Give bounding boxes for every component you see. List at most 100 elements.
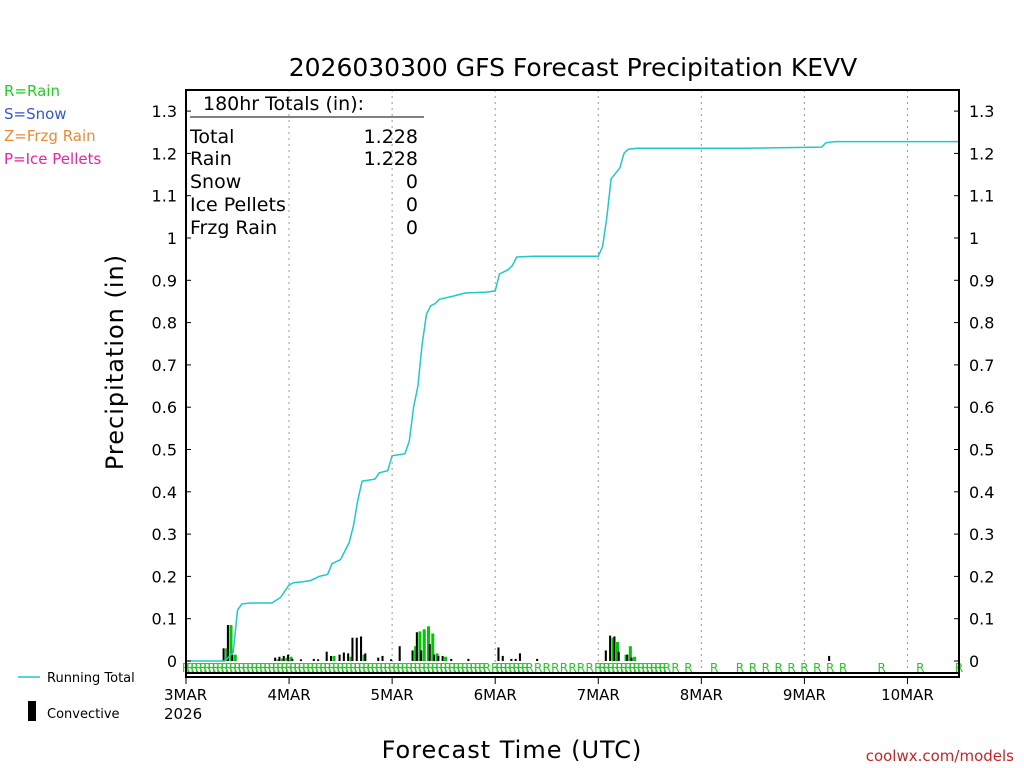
convective-bar	[347, 653, 350, 661]
convective-bar	[282, 655, 285, 661]
precip-type-marker: R	[216, 661, 224, 675]
precip-type-marker: R	[293, 661, 301, 675]
precip-type-marker: R	[736, 661, 744, 675]
precip-type-marker: R	[749, 661, 757, 675]
y-tick-label-left: 0.5	[152, 441, 177, 460]
convective-bar	[604, 650, 607, 661]
convective-bar	[617, 651, 620, 661]
precip-type-marker: R	[663, 661, 671, 675]
precip-type-marker: R	[366, 661, 374, 675]
convective-bar	[274, 657, 277, 661]
convective-bar	[398, 646, 401, 661]
rain-bar	[426, 626, 431, 661]
convective-bar	[411, 650, 414, 661]
rain-bar	[285, 657, 289, 661]
convective-bar	[364, 653, 367, 661]
precip-type-marker: R	[371, 661, 379, 675]
precip-type-marker: R	[306, 661, 314, 675]
convective-bar	[355, 637, 358, 661]
precip-type-marker: R	[650, 661, 658, 675]
totals-value-rain: 1.228	[364, 148, 418, 170]
precip-type-marker: R	[212, 661, 220, 675]
precip-type-marker: R	[603, 661, 611, 675]
precip-type-marker: R	[774, 661, 782, 675]
convective-bar	[351, 637, 354, 661]
precip-type-marker: R	[551, 661, 559, 675]
precip-type-marker: R	[482, 661, 490, 675]
convective-bar	[467, 658, 470, 661]
x-tick-label: 10MAR	[881, 686, 934, 704]
precip-bars	[222, 625, 831, 661]
precip-type-marker: R	[272, 661, 280, 675]
y-tick-label-left: 0.2	[152, 567, 177, 586]
rain-bar	[280, 658, 285, 661]
precip-type-marker: R	[826, 661, 834, 675]
rain-bar	[233, 654, 237, 661]
precip-type-marker: R	[646, 661, 654, 675]
precip-type-marker: R	[495, 661, 503, 675]
totals-label-snow: Snow	[190, 171, 241, 193]
y-tick-label-left: 1	[167, 229, 177, 248]
precip-type-marker: R	[659, 661, 667, 675]
precip-type-marker: R	[762, 661, 770, 675]
precip-type-marker: R	[534, 661, 542, 675]
type-legend: R=Rain S=Snow Z=Frzg Rain P=Ice Pellets	[4, 82, 101, 168]
convective-bar	[231, 654, 234, 661]
y-tick-label-left: 0	[167, 652, 177, 671]
running-total-series	[186, 140, 959, 662]
precip-type-marker: R	[878, 661, 886, 675]
precip-type-marker: R	[263, 661, 271, 675]
series-legend: Running Total Convective	[18, 671, 135, 722]
precip-type-marker: R	[607, 661, 615, 675]
convective-bar	[514, 658, 517, 661]
convective-bar	[390, 659, 393, 661]
precip-type-marker: R	[513, 661, 521, 675]
precip-type-marker: R	[186, 661, 194, 675]
precip-type-marker: R	[431, 661, 439, 675]
precip-type-marker: R	[628, 661, 636, 675]
type-legend-rain: R=Rain	[4, 82, 60, 100]
convective-bar	[342, 652, 345, 661]
precip-type-marker: R	[586, 661, 594, 675]
precip-type-marker: R	[517, 661, 525, 675]
precip-type-marker: R	[504, 661, 512, 675]
convective-bar	[437, 655, 440, 661]
precip-type-marker: R	[233, 661, 241, 675]
totals-heading: 180hr Totals (in):	[203, 93, 364, 115]
precip-type-marker: R	[324, 661, 332, 675]
rain-bar	[624, 654, 628, 661]
precip-type-marker: R	[470, 661, 478, 675]
precip-type-marker: R	[439, 661, 447, 675]
convective-bar	[360, 636, 363, 661]
totals-value-total: 1.228	[364, 126, 418, 148]
convective-bar	[510, 658, 513, 661]
convective-bar	[536, 658, 539, 661]
convective-bar	[338, 654, 341, 661]
precip-type-marker: R	[710, 661, 718, 675]
x-axis-label: Forecast Time (UTC)	[382, 736, 643, 764]
x-tick-label: 6MAR	[474, 686, 517, 704]
convective-bar	[441, 655, 444, 661]
convective-bar	[626, 654, 629, 661]
rain-bar	[435, 653, 439, 661]
precip-type-marker: R	[500, 661, 508, 675]
y-tick-label-left: 0.8	[152, 314, 177, 333]
precip-type-marker: R	[349, 661, 357, 675]
precip-type-marker: R	[251, 661, 259, 675]
precip-type-marker: R	[414, 661, 422, 675]
precip-type-marker: R	[560, 661, 568, 675]
precip-type-marker: R	[444, 661, 452, 675]
precip-type-marker: R	[448, 661, 456, 675]
precip-type-marker: R	[508, 661, 516, 675]
totals-value-frzg-rain: 0	[406, 217, 418, 239]
totals-label-total: Total	[189, 126, 234, 148]
precip-type-marker: R	[332, 661, 340, 675]
y-tick-label-right: 0.3	[969, 525, 994, 544]
totals-label-rain: Rain	[190, 148, 232, 170]
precip-type-marker: R	[916, 661, 924, 675]
precip-type-marker: R	[418, 661, 426, 675]
y-tick-label-left: 0.9	[152, 271, 177, 290]
rain-bar	[633, 656, 637, 661]
legend-convective-label: Convective	[47, 707, 120, 722]
convective-bar	[317, 659, 320, 661]
